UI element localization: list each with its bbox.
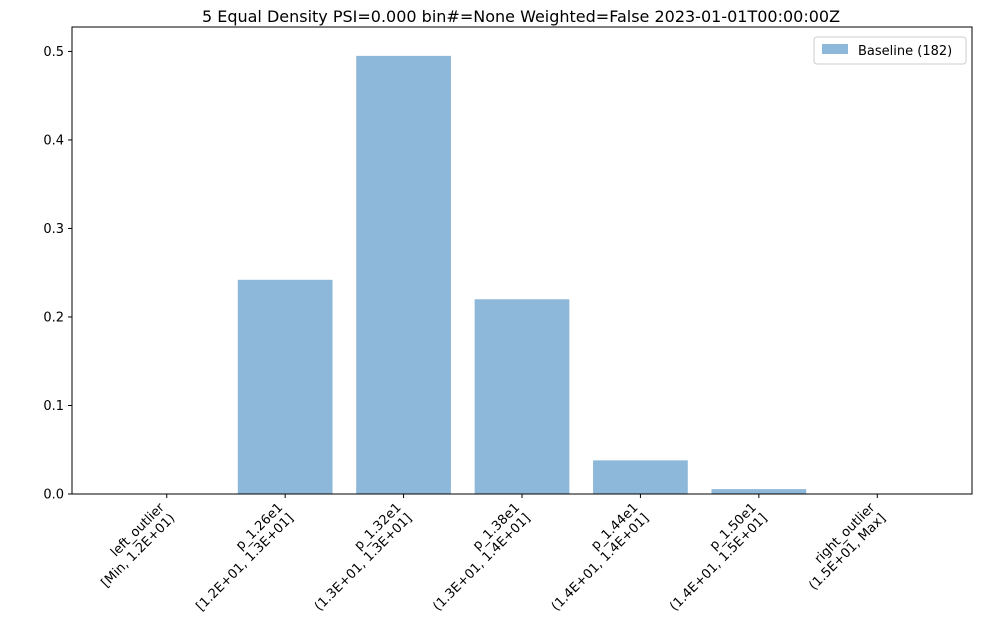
x-tick-label: p_1.44e1(1.4E+01, 1.4E+01] (538, 500, 652, 614)
y-tick-label: 0.0 (43, 488, 64, 503)
y-tick-label: 0.1 (43, 399, 64, 414)
x-tick-label: p_1.50e1(1.4E+01, 1.5E+01] (657, 500, 771, 614)
y-tick-label: 0.3 (43, 222, 64, 237)
x-tick-label: p_1.26e1[1.2E+01, 1.3E+01] (183, 500, 297, 614)
y-tick-label: 0.2 (43, 310, 64, 325)
y-tick-label: 0.4 (43, 133, 64, 148)
x-tick-label: p_1.38e1(1.3E+01, 1.4E+01] (420, 500, 534, 614)
x-axis: left_outlier[Min, 1.2E+01) p_1.26e1[1.2E+… (88, 494, 890, 614)
x-tick-label: p_1.32e1(1.3E+01, 1.3E+01] (301, 500, 415, 614)
bar (237, 279, 333, 494)
bars-group (237, 55, 807, 495)
bar (474, 299, 570, 494)
y-tick-label: 0.5 (43, 45, 64, 60)
bar (356, 55, 451, 495)
y-axis: 0.0 0.1 0.2 0.3 0.4 0.5 (43, 45, 72, 503)
plot-frame (71, 26, 973, 495)
legend-box (813, 36, 967, 65)
x-tick-label: right_outlier(1.5E+01, Max] (796, 500, 890, 594)
bar (711, 489, 807, 494)
chart-title: 5 Equal Density PSI=0.000 bin#=None Weig… (202, 7, 840, 26)
x-tick-label: left_outlier[Min, 1.2E+01) (88, 500, 179, 591)
legend-swatch (822, 44, 848, 54)
bar (593, 460, 688, 494)
legend: Baseline (182) (813, 36, 967, 65)
legend-label: Baseline (182) (858, 44, 952, 59)
